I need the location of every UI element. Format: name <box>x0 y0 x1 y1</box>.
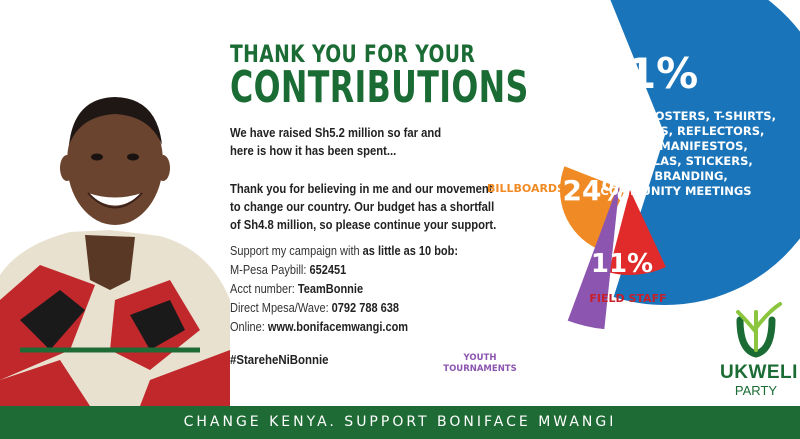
pie-slice-3 <box>608 190 666 275</box>
pie-slice-4 <box>567 180 620 330</box>
direct-mpesa-line: Direct Mpesa/Wave: 0792 788 638 <box>230 301 399 315</box>
hashtag: #StareheNiBonnie <box>230 352 329 367</box>
slice-category-label: DUST COATS, REFLECTORS, <box>588 124 765 138</box>
acct-line: Acct number: TeamBonnie <box>230 282 364 296</box>
pie-slice-2 <box>559 166 625 249</box>
raised-line: here is how it has been spent... <box>230 144 397 158</box>
thanks-line: of Sh4.8 million, so please continue you… <box>230 218 497 232</box>
thanks-line: to change our country. Our budget has a … <box>230 200 495 214</box>
slice-category-label: CAR BRANDING, <box>624 169 728 183</box>
slice-category-label: COMMUNITY MEETINGS <box>600 184 751 198</box>
slice-category-label: FIELD STAFF <box>589 292 666 305</box>
slice-value-label: 4% <box>513 320 554 348</box>
slice-category-label: BANNERS, POSTERS, T-SHIRTS, <box>576 109 776 123</box>
online-line[interactable]: Online: www.bonifacemwangi.com <box>230 320 409 334</box>
slice-category-label: UMBRELLAS, STICKERS, <box>599 154 753 168</box>
slice-value-label: 24% <box>562 174 629 207</box>
footer-banner: CHANGE KENYA. SUPPORT BONIFACE MWANGI <box>0 406 800 439</box>
logo-name: UKWELI <box>720 362 798 383</box>
ukweli-logo-icon <box>736 302 782 358</box>
slice-category-label: FLYERS, MANIFESTOS, <box>604 139 748 153</box>
slice-value-label: 61% <box>598 49 699 98</box>
raised-line: We have raised Sh5.2 million so far and <box>230 126 442 140</box>
slice-category-label: BILLBOARDS <box>487 182 565 195</box>
logo-subtitle: PARTY <box>734 383 778 398</box>
heading-line-2: CONTRIBUTIONS <box>230 62 529 113</box>
slice-value-label: 11% <box>591 249 653 279</box>
heading-line-1: THANK YOU FOR YOUR <box>230 40 476 68</box>
pie-slice-1 <box>610 0 800 305</box>
paybill-line: M-Pesa Paybill: 652451 <box>230 263 347 277</box>
slice-category-label: TOURNAMENTS <box>443 364 516 374</box>
website-link[interactable]: www.bonifacemwangi.com <box>267 320 409 334</box>
raised-paragraph: We have raised Sh5.2 million so far and … <box>230 124 441 160</box>
slice-category-label: YOUTH <box>463 353 497 363</box>
thanks-line: Thank you for believing in me and our mo… <box>230 182 493 196</box>
support-intro: Support my campaign with as little as 10… <box>230 244 459 258</box>
candidate-portrait <box>0 97 230 406</box>
thanks-paragraph: Thank you for believing in me and our mo… <box>230 180 496 234</box>
